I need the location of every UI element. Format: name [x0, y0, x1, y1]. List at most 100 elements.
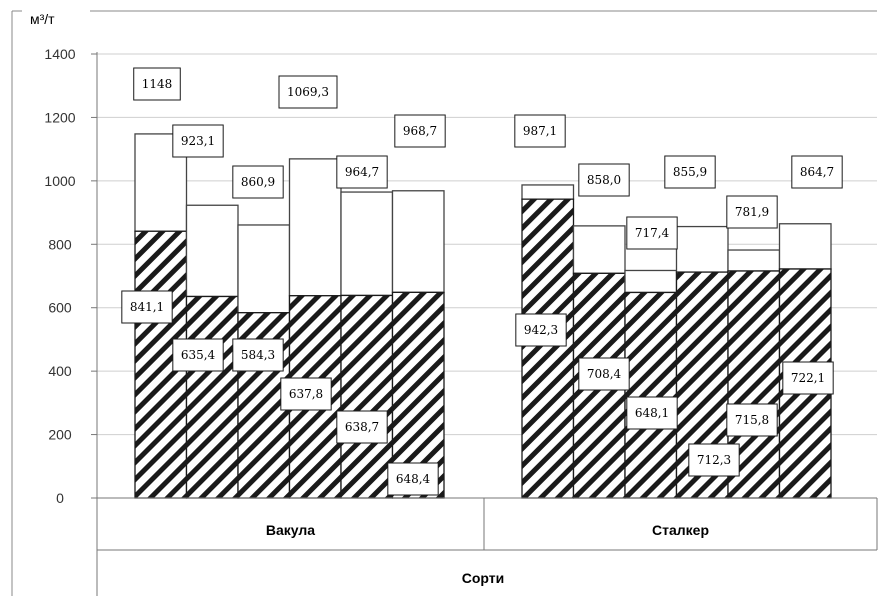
data-label-white-box — [578, 163, 630, 197]
y-axis-unit-label: м³/т — [30, 11, 55, 27]
data-label-hatched: 584,3 — [232, 338, 284, 372]
data-label-hatched: 708,4 — [578, 357, 630, 391]
data-label-white: 860,9 — [232, 165, 284, 199]
data-label-white: 864,7 — [791, 155, 843, 189]
data-label-hatched: 841,1 — [121, 290, 173, 324]
bar-white-segment — [624, 269, 678, 294]
data-label-hatched: 715,8 — [726, 403, 778, 437]
y-tick-label: 200 — [48, 427, 72, 443]
data-label-white-text: 1148 — [142, 77, 173, 91]
x-category-label: Вакула — [266, 522, 315, 538]
data-label-hatched-text: 637,8 — [289, 387, 323, 401]
bar-white-segment — [185, 204, 239, 298]
data-label-white-box — [172, 124, 224, 158]
data-label-hatched: 638,7 — [336, 410, 388, 444]
data-label-hatched-box — [726, 403, 778, 437]
data-label-white-text: 858,0 — [587, 173, 621, 187]
data-label-hatched-box — [578, 357, 630, 391]
y-tick-label: 0 — [56, 490, 64, 506]
data-label-white-box — [232, 165, 284, 199]
data-label-white: 968,7 — [394, 114, 446, 148]
data-label-white-text: 860,9 — [241, 175, 275, 189]
data-label-hatched-text: 708,4 — [587, 367, 622, 381]
bar-white-segment — [675, 225, 729, 273]
bar-hatched — [521, 198, 575, 499]
y-tick-label: 1400 — [44, 46, 75, 62]
data-label-hatched-box — [172, 338, 224, 372]
bar-white-segment — [521, 184, 575, 200]
bar-white-segment — [340, 191, 394, 297]
data-label-white-box — [664, 155, 716, 189]
data-label-white-text: 923,1 — [181, 134, 215, 148]
data-label-white: 1069,3 — [278, 75, 338, 109]
bar-white-segment — [237, 224, 291, 314]
data-label-white: 717,4 — [626, 216, 678, 250]
data-label-white-box — [336, 155, 388, 189]
data-label-white: 987,1 — [514, 114, 566, 148]
data-label-hatched-text: 584,3 — [241, 348, 275, 362]
bar-hatched — [185, 295, 239, 499]
data-label-hatched-box — [387, 462, 439, 496]
data-label-hatched-box — [626, 396, 678, 430]
data-label-hatched-text: 712,3 — [697, 453, 731, 467]
data-label-hatched: 648,4 — [387, 462, 439, 496]
data-label-white-box — [626, 216, 678, 250]
x-axis-title: Сорти — [462, 570, 505, 586]
y-tick-label: 1000 — [44, 173, 75, 189]
data-label-hatched-box — [782, 361, 834, 395]
bar-hatched — [624, 291, 678, 499]
data-label-white-text: 717,4 — [635, 226, 670, 240]
data-label-white-box — [394, 114, 446, 148]
data-label-white: 964,7 — [336, 155, 388, 189]
data-label-hatched-box — [232, 338, 284, 372]
data-label-white-box — [133, 67, 181, 101]
data-label-white-box — [514, 114, 566, 148]
data-label-hatched: 722,1 — [782, 361, 834, 395]
y-tick-label: 600 — [48, 300, 72, 316]
data-label-hatched-text: 942,3 — [524, 323, 558, 337]
data-label-white: 1148 — [133, 67, 181, 101]
data-label-white: 781,9 — [726, 195, 778, 229]
data-label-hatched: 648,1 — [626, 396, 678, 430]
data-label-hatched-text: 635,4 — [181, 348, 216, 362]
bar-white-segment — [391, 190, 445, 294]
data-label-white-text: 864,7 — [800, 165, 834, 179]
bar-white-segment — [778, 223, 832, 270]
data-label-white: 923,1 — [172, 124, 224, 158]
bar-white-segment — [727, 249, 781, 272]
data-label-hatched-text: 722,1 — [791, 371, 825, 385]
data-label-white-text: 987,1 — [523, 124, 557, 138]
y-tick-label: 800 — [48, 236, 72, 252]
data-label-hatched-text: 648,1 — [635, 406, 669, 420]
bar-hatched — [340, 294, 394, 499]
data-label-hatched: 712,3 — [688, 443, 740, 477]
data-label-white: 858,0 — [578, 163, 630, 197]
data-label-hatched-box — [280, 377, 332, 411]
data-label-hatched: 635,4 — [172, 338, 224, 372]
y-tick-label: 1200 — [44, 109, 75, 125]
data-label-white: 855,9 — [664, 155, 716, 189]
x-category-label: Сталкер — [652, 522, 709, 538]
data-label-hatched-text: 715,8 — [735, 413, 769, 427]
data-label-white-box — [791, 155, 843, 189]
bar-white-segment — [288, 158, 342, 297]
bar-white-segment — [572, 225, 626, 274]
data-label-white-text: 1069,3 — [287, 85, 329, 99]
y-tick-label: 400 — [48, 363, 72, 379]
data-label-white-text: 964,7 — [345, 165, 379, 179]
data-label-hatched: 942,3 — [515, 313, 567, 347]
data-label-hatched-box — [688, 443, 740, 477]
data-label-white-box — [278, 75, 338, 109]
data-label-hatched-text: 648,4 — [396, 472, 431, 486]
data-label-hatched-box — [121, 290, 173, 324]
data-label-hatched-text: 841,1 — [130, 300, 164, 314]
data-label-white-text: 968,7 — [403, 124, 437, 138]
data-label-hatched: 637,8 — [280, 377, 332, 411]
data-label-white-box — [726, 195, 778, 229]
data-label-white-text: 855,9 — [673, 165, 707, 179]
data-label-hatched-text: 638,7 — [345, 420, 379, 434]
data-label-white-text: 781,9 — [735, 205, 769, 219]
data-label-hatched-box — [336, 410, 388, 444]
